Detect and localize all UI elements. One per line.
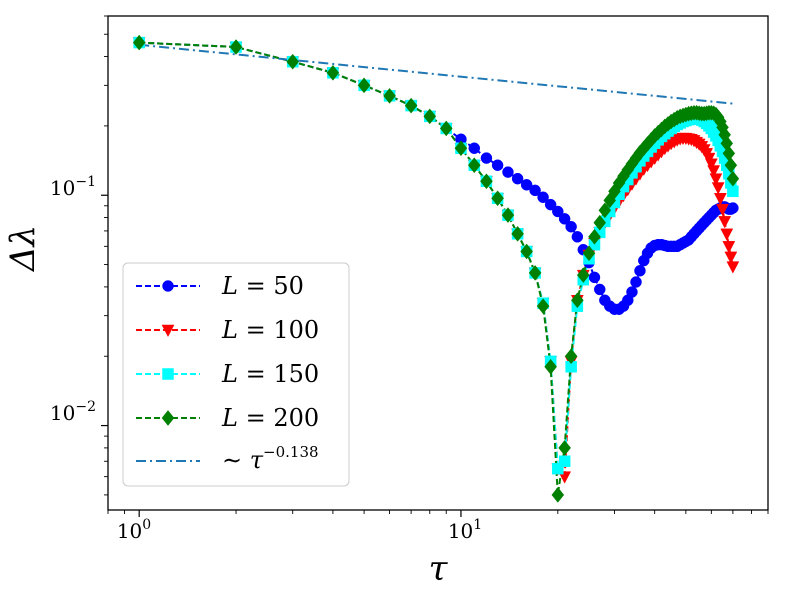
series-3-point: [326, 64, 340, 81]
series-0-point: [626, 286, 638, 298]
legend-marker-3: [161, 410, 175, 426]
series-3-point: [544, 358, 557, 375]
series-3-point: [593, 214, 607, 231]
series-3-point: [467, 157, 481, 174]
series-3-point: [726, 170, 740, 187]
legend-box: [122, 262, 350, 487]
series-3-point: [383, 87, 396, 104]
series-3-point: [558, 439, 571, 456]
series-1-point: [711, 182, 725, 195]
series-3-point: [357, 77, 371, 94]
series-0-point: [544, 198, 557, 211]
x-axis-label: τ: [429, 549, 449, 589]
series-3-point: [423, 108, 437, 125]
series-1-point: [709, 173, 723, 186]
legend: L = 50 L = 100 L = 150 L = 200 ∼ τ−0.138: [122, 262, 350, 487]
series-0-point: [565, 220, 577, 233]
svg-text:101: 101: [448, 517, 482, 543]
series-0-point: [511, 172, 524, 185]
series-3-point: [491, 190, 504, 207]
series-1-point: [716, 203, 729, 217]
legend-handles: [136, 280, 200, 462]
series-2-point: [558, 455, 571, 468]
series-0-point: [491, 159, 504, 171]
series-3-point: [439, 120, 453, 137]
series-1-point: [722, 241, 736, 254]
series-1-point: [718, 216, 732, 229]
series-3-point: [286, 53, 300, 70]
series-3-point: [724, 157, 738, 174]
svg-text:10−2: 10−2: [50, 399, 96, 425]
series-3-point: [588, 228, 601, 245]
series-0-point: [634, 265, 646, 277]
y-axis-label: Δλ: [3, 225, 43, 273]
plot-frame: [107, 15, 769, 511]
series-0-point: [630, 276, 642, 288]
series-3-point: [536, 298, 550, 315]
series-1-point: [724, 251, 738, 264]
x-tick-label-1: 100: [117, 517, 151, 543]
series-0-point: [480, 152, 493, 164]
series-markers: [132, 34, 740, 503]
series-2-point: [552, 462, 564, 475]
series-3-point: [571, 292, 584, 309]
legend-marker-1: [161, 324, 175, 338]
series-0-point: [727, 202, 739, 214]
svg-text:100: 100: [117, 517, 151, 543]
legend-marker-2: [162, 368, 174, 380]
legend-label-power-law: ∼ τ−0.138: [222, 443, 319, 474]
series-0-point: [571, 231, 584, 243]
series-0-point: [529, 184, 541, 197]
series-3-point: [511, 225, 524, 242]
series-0-point: [502, 166, 514, 178]
legend-label-l150: L = 150: [221, 360, 319, 388]
series-1-point: [726, 261, 740, 274]
series-3-point: [480, 173, 493, 190]
series-0-point: [520, 179, 533, 191]
series-0-point: [558, 213, 571, 225]
legend-label-l100: L = 100: [221, 316, 319, 344]
series-3-point: [582, 245, 596, 262]
series-1-point: [707, 165, 721, 178]
series-0-point: [594, 283, 606, 296]
series-1-point: [704, 158, 718, 171]
series-line-4: [139, 43, 733, 105]
legend-label-l50: L = 50: [221, 272, 304, 300]
legend-marker-0: [162, 280, 174, 292]
series-3-point: [528, 265, 542, 281]
series-0-point: [588, 271, 601, 284]
series-3-point: [598, 202, 612, 219]
series-3-point: [229, 39, 243, 55]
axis-ticks: [101, 15, 769, 517]
y-tick-label-0.01: 10−2: [50, 399, 96, 425]
series-1-point: [713, 193, 727, 206]
series-0-point: [552, 205, 564, 218]
series-1-point: [558, 471, 572, 484]
series-3-point: [132, 34, 146, 51]
series-2-point: [727, 185, 739, 198]
series-0-point: [537, 191, 549, 204]
series-3-point: [551, 487, 565, 503]
series-3-point: [576, 267, 590, 284]
series-3-point: [404, 97, 418, 114]
y-tick-label-0.1: 10−1: [50, 174, 96, 200]
series-1-point: [720, 228, 734, 241]
series-3-point: [520, 243, 533, 260]
series-3-point: [501, 207, 515, 223]
x-tick-label-10: 101: [448, 517, 482, 543]
series-0-point: [468, 142, 481, 154]
svg-text:10−1: 10−1: [50, 174, 96, 200]
series-3-point: [454, 140, 468, 157]
series-3-point: [564, 348, 578, 365]
legend-label-l200: L = 200: [221, 404, 319, 432]
